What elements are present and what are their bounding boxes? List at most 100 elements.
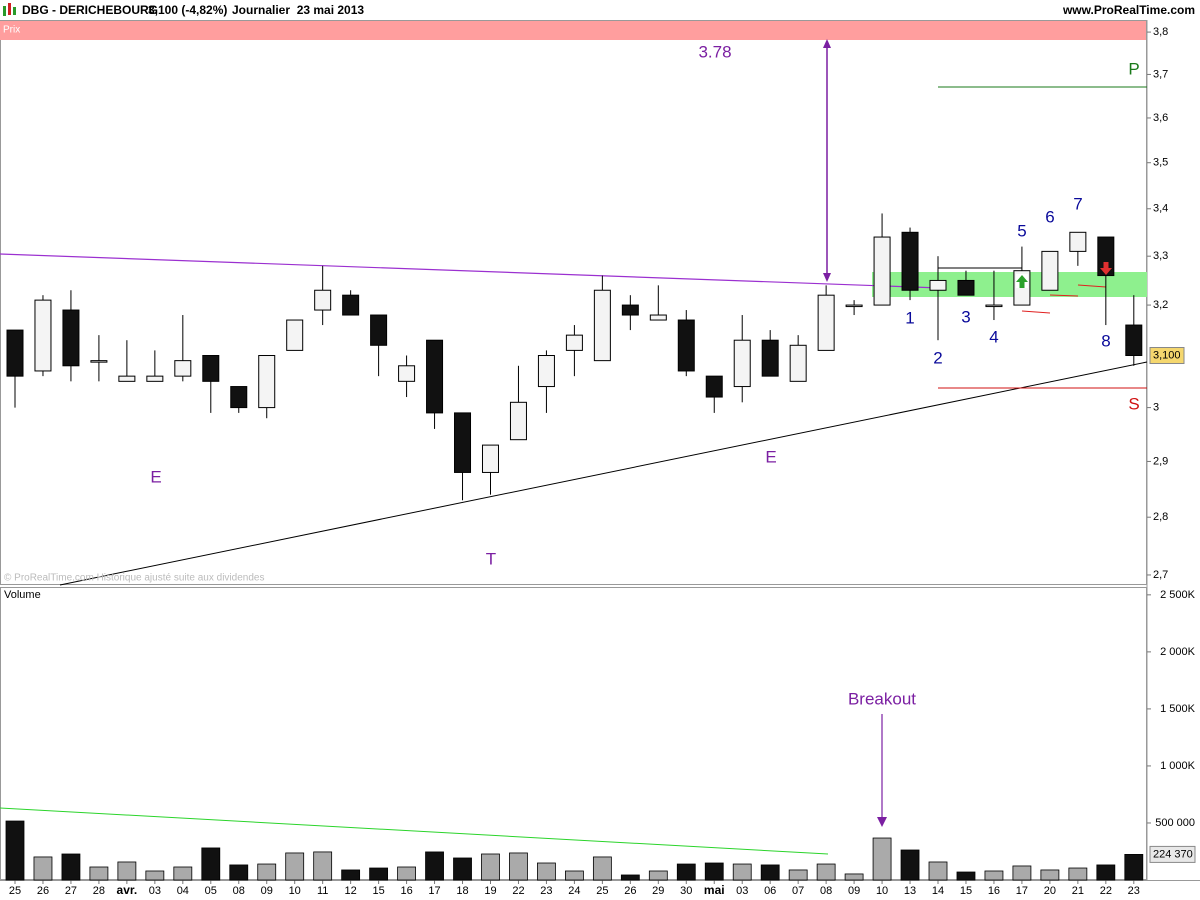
volume-bar [117,861,137,881]
candle-body [733,339,751,388]
candle-body [649,314,667,321]
x-tick-label: 09 [261,885,273,897]
candle-body [929,279,947,291]
last-price-box [1149,347,1185,365]
y-tick-label: 1 500K [1160,703,1196,715]
annotation: 6 [1045,207,1054,226]
x-tick-label: 22 [512,885,524,897]
volume-bar [648,870,668,881]
panel-title: Volume [4,589,41,601]
candle-body [34,299,52,372]
volume-bar [1096,864,1116,881]
candle-body [1125,324,1143,357]
volume-bar [285,852,305,881]
last-price-label: 3,100 [1153,349,1181,361]
x-tick-label: 05 [205,885,217,897]
candle-body [593,289,611,362]
volume-bar [956,871,976,881]
candle-body [174,360,192,377]
y-tick-label: 3,4 [1153,203,1168,215]
x-tick-label: 23 [540,885,552,897]
x-tick-label: 28 [93,885,105,897]
annotation: P [1128,59,1139,78]
candle-body [118,375,136,382]
volume-trendline [0,807,829,855]
quote: 3,100 (-4,82%) [148,3,227,17]
symbol: DBG - DERICHEBOURG [22,3,158,17]
candle-body [202,355,220,382]
volume-bar [369,867,389,881]
volume-bar [565,870,584,881]
candle-body [230,386,248,409]
marker-line [1049,294,1079,297]
candle-body [873,236,891,306]
candle-body [677,319,695,372]
candle-body [957,279,975,296]
x-tick-label: 20 [1044,885,1056,897]
volume-bar [676,863,696,881]
y-tick-label: 3,7 [1153,68,1168,80]
volume-bar [620,874,640,881]
volume-bar [928,861,948,881]
x-tick-label: 08 [820,885,832,897]
volume-bar [760,864,780,881]
x-tick-label: 19 [484,885,496,897]
x-tick-label: 04 [177,885,189,897]
candle-body [537,355,555,388]
y-tick-label: 3 [1153,402,1159,414]
volume-bar [397,866,416,881]
candle-body [454,412,472,473]
site: www.ProRealTime.com [1062,3,1195,17]
x-tick-label: 15 [372,885,384,897]
annotation: 3.78 [698,42,731,61]
candle-body [901,231,919,291]
x-tick-label: 22 [1100,885,1112,897]
y-tick-label: 2 500K [1160,589,1196,601]
candle-body [789,344,807,382]
annotation: E [150,467,161,486]
measure-arrow [823,39,831,282]
x-tick-label: avr. [117,883,138,897]
last-volume-box [1149,845,1196,863]
volume-bar [592,856,612,881]
x-tick-label: 14 [932,885,944,897]
x-tick-label: mai [704,883,725,897]
annotation: 8 [1101,331,1110,350]
marker-line [1077,284,1107,288]
up-arrow [1016,274,1028,288]
y-tick-label: 2 000K [1160,646,1196,658]
x-tick-label: 21 [1072,885,1084,897]
y-tick-label: 500 000 [1155,817,1195,829]
volume-bar [201,847,221,881]
candle-body [1041,250,1059,291]
candle-body [565,334,583,351]
annotation: 5 [1017,221,1026,240]
plot: 3,83,73,63,53,43,33,232,92,82,725 26 27 28 a… [0,26,1196,897]
candle-body [398,365,416,382]
volume-bar [844,873,864,881]
x-tick-label: 25 [596,885,608,897]
y-tick-label: 2,8 [1153,511,1168,523]
candle-body [509,401,527,441]
candle-body [1097,236,1115,277]
x-tick-label: 03 [736,885,748,897]
watermark: © ProRealTime.com Historique ajusté suit… [4,573,264,584]
candle-body [761,339,779,377]
y-tick-label: 2,9 [1153,455,1168,467]
x-tick-label: 10 [289,885,301,897]
candle-body [370,314,388,346]
volume-bar [145,870,165,881]
candle-body [705,375,723,398]
x-tick-label: 17 [428,885,440,897]
x-tick-label: 10 [876,885,888,897]
annotation: Breakout [848,689,916,708]
x-tick-label: 27 [65,885,77,897]
x-tick-label: 07 [792,885,804,897]
candle-body [314,289,332,311]
candle-body [845,304,863,308]
volume-bar [872,837,892,881]
y-tick-label: 3,8 [1153,26,1168,38]
volume-bar [229,864,249,881]
volume-bar [257,863,277,881]
